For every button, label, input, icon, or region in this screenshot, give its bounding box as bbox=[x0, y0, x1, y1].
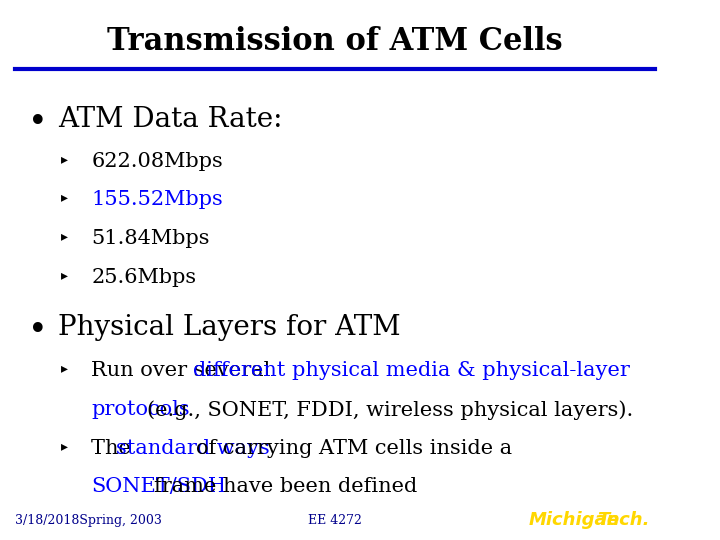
Text: ATM Data Rate:: ATM Data Rate: bbox=[58, 106, 283, 133]
Text: 25.6Mbps: 25.6Mbps bbox=[91, 268, 197, 287]
Text: Michigan: Michigan bbox=[528, 511, 620, 529]
Text: 155.52Mbps: 155.52Mbps bbox=[91, 191, 223, 210]
Text: ▸: ▸ bbox=[61, 229, 68, 243]
Text: Run over several: Run over several bbox=[91, 361, 277, 380]
Text: standard ways: standard ways bbox=[116, 438, 270, 458]
Text: of carrying ATM cells inside a: of carrying ATM cells inside a bbox=[196, 438, 512, 458]
Text: Transmission of ATM Cells: Transmission of ATM Cells bbox=[107, 25, 563, 57]
Text: ▸: ▸ bbox=[61, 438, 68, 453]
Text: 3/18/2018Spring, 2003: 3/18/2018Spring, 2003 bbox=[14, 514, 161, 527]
Text: ▸: ▸ bbox=[61, 152, 68, 166]
Text: The: The bbox=[91, 438, 138, 458]
Text: frame have been defined: frame have been defined bbox=[154, 477, 418, 496]
Text: Tech.: Tech. bbox=[598, 511, 650, 529]
Text: •: • bbox=[28, 106, 48, 139]
Text: ▸: ▸ bbox=[61, 268, 68, 282]
Text: EE 4272: EE 4272 bbox=[308, 514, 362, 527]
Text: SONET/SDH: SONET/SDH bbox=[91, 477, 227, 496]
Text: (e.g., SONET, FDDI, wireless physical layers).: (e.g., SONET, FDDI, wireless physical la… bbox=[147, 400, 633, 420]
Text: Physical Layers for ATM: Physical Layers for ATM bbox=[58, 314, 401, 341]
Text: ▸: ▸ bbox=[61, 361, 68, 375]
Text: ▸: ▸ bbox=[61, 191, 68, 205]
Text: protocols: protocols bbox=[91, 400, 190, 419]
Text: different physical media & physical-layer: different physical media & physical-laye… bbox=[193, 361, 630, 380]
Text: 622.08Mbps: 622.08Mbps bbox=[91, 152, 223, 171]
Text: 51.84Mbps: 51.84Mbps bbox=[91, 229, 210, 248]
Text: •: • bbox=[28, 314, 48, 347]
